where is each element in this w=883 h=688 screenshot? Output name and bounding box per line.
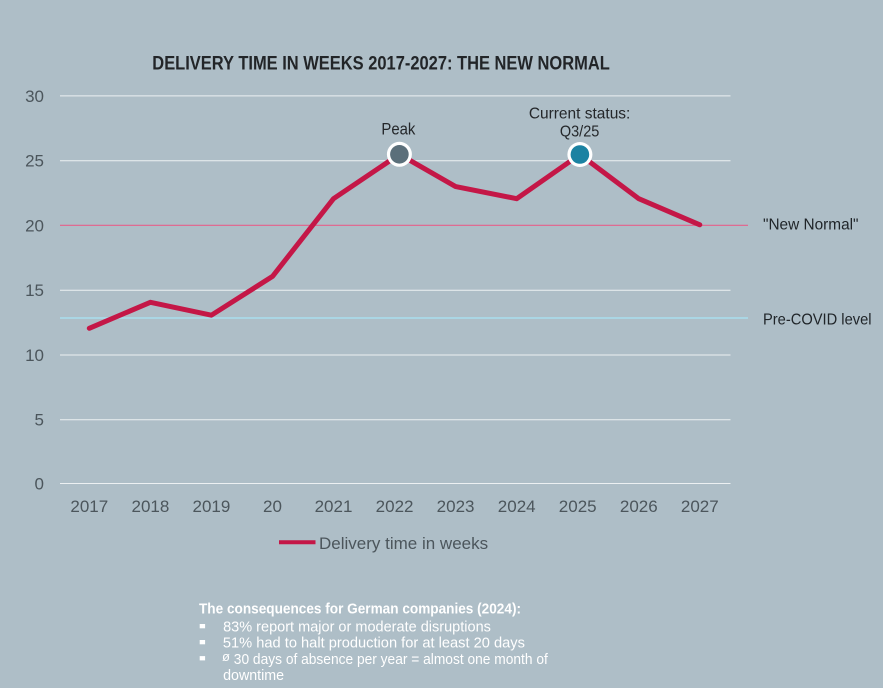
svg-text:Pre-COVID level: Pre-COVID level [763,311,872,328]
svg-text:2019: 2019 [192,497,230,516]
svg-text:Current status:: Current status: [529,105,631,122]
svg-text:20: 20 [263,497,282,516]
svg-text:2021: 2021 [315,497,353,516]
svg-text:30 days of absence per year =: 30 days of absence per year = almost one… [234,651,549,668]
svg-text:10: 10 [25,346,44,365]
svg-text:51% had to halt production for: 51% had to halt production for at least … [223,634,525,651]
svg-text:The consequences for German co: The consequences for German companies (2… [199,602,521,618]
svg-text:downtime: downtime [223,667,284,684]
svg-text:Q3/25: Q3/25 [560,123,600,140]
svg-text:2022: 2022 [376,497,414,516]
svg-text:5: 5 [35,411,44,430]
svg-text:15: 15 [25,281,44,300]
svg-text:DELIVERY TIME IN WEEKS 2017-20: DELIVERY TIME IN WEEKS 2017-2027: THE NE… [152,54,610,75]
svg-text:ø: ø [222,649,230,664]
svg-text:25: 25 [25,152,44,171]
svg-text:2018: 2018 [131,497,169,516]
svg-text:2026: 2026 [620,497,658,516]
svg-text:2025: 2025 [559,497,597,516]
svg-text:Delivery time in weeks: Delivery time in weeks [319,534,488,553]
svg-text:2017: 2017 [70,497,108,516]
svg-text:30: 30 [25,87,44,106]
svg-text:2024: 2024 [498,497,536,516]
svg-text:"New Normal": "New Normal" [763,217,859,234]
svg-text:83% report major or moderate d: 83% report major or moderate disruptions [223,618,491,635]
svg-text:0: 0 [35,475,44,494]
svg-text:20: 20 [25,216,44,235]
svg-text:Peak: Peak [381,121,416,139]
svg-text:2027: 2027 [681,497,719,516]
svg-text:2023: 2023 [437,497,475,516]
